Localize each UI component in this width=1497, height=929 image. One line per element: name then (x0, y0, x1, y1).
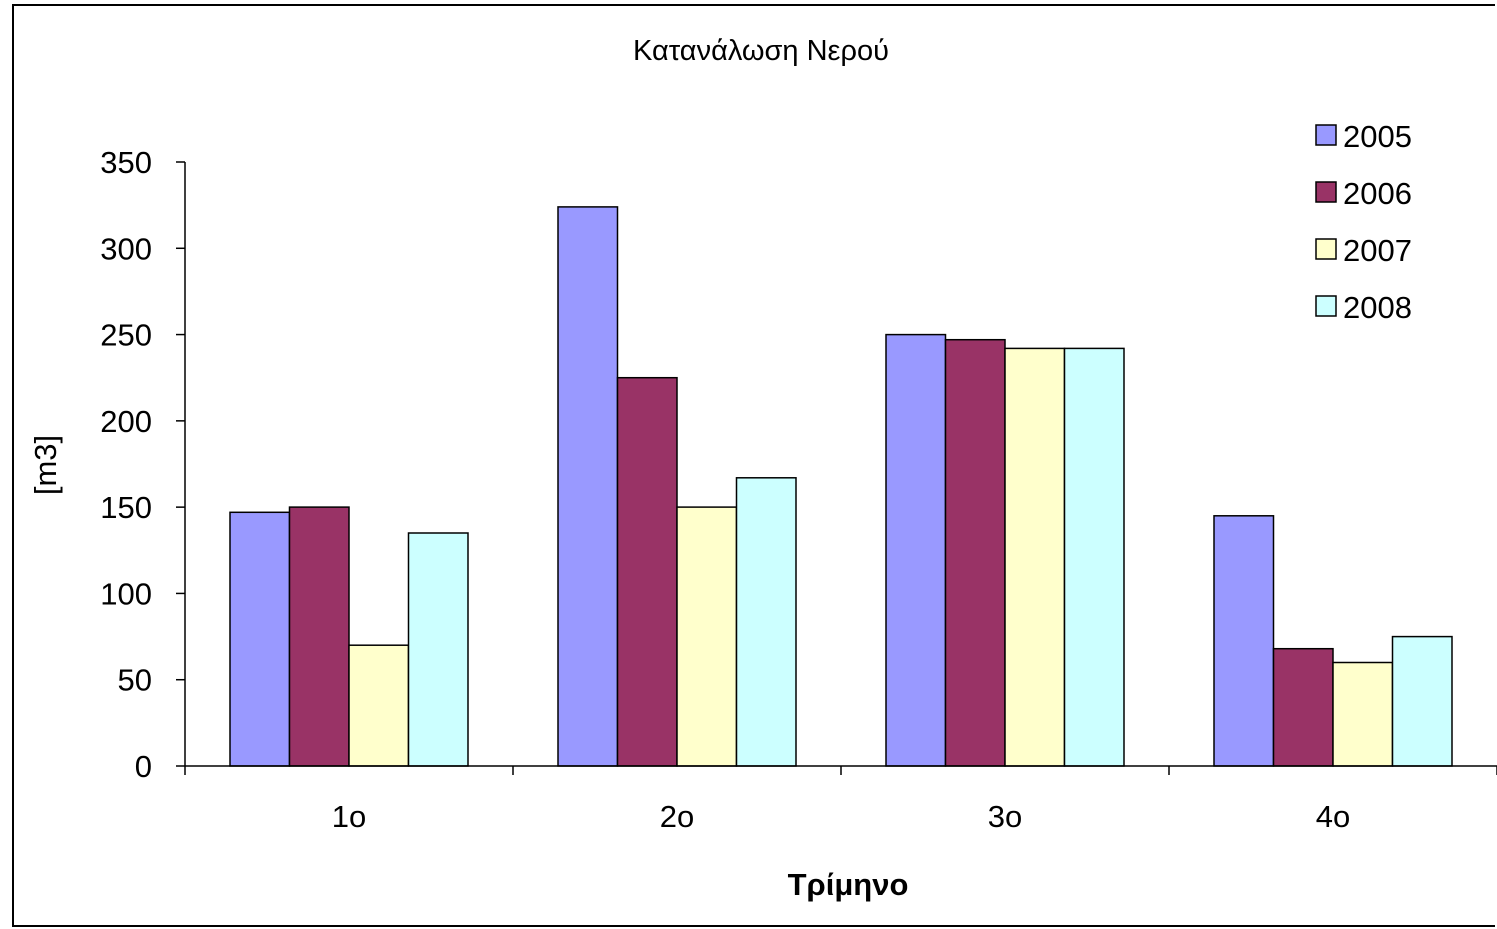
bar-2007-1 (348, 644, 410, 767)
bar-2008-1 (407, 532, 469, 767)
bar-2005-1 (229, 511, 291, 767)
legend-label-2008: 2008 (1343, 290, 1412, 325)
bar-2005-4 (1213, 515, 1275, 767)
bar-2006-4 (1272, 647, 1334, 767)
x-tick-label: 4ο (1316, 799, 1350, 834)
y-tick-label: 0 (135, 749, 152, 784)
bar-2006-3 (944, 338, 1006, 767)
bar-2007-3 (1004, 347, 1066, 767)
axes-layer: 0 50 100 150 200 250 300 350 1ο 2ο 3ο 4ο (100, 145, 1497, 834)
y-axis-title: [m3] (28, 435, 63, 495)
legend-label-2006: 2006 (1343, 176, 1412, 211)
chart-frame (12, 4, 1495, 927)
x-tick-label: 2ο (660, 799, 694, 834)
bar-2005-2 (557, 206, 619, 767)
y-tick-label: 300 (100, 231, 152, 266)
bar-2008-3 (1063, 347, 1125, 767)
y-tick-label: 150 (100, 490, 152, 525)
x-axis-title: Τρίμηνο (788, 867, 909, 902)
y-tick-label: 50 (118, 663, 152, 698)
bar-2005-3 (885, 333, 947, 767)
legend-label-2007: 2007 (1343, 233, 1412, 268)
y-tick-label: 100 (100, 576, 152, 611)
bar-2008-2 (735, 477, 797, 767)
x-tick-label: 3ο (988, 799, 1022, 834)
legend-swatch-2005 (1315, 124, 1337, 146)
legend-swatch-2008 (1315, 295, 1337, 317)
bars-layer (229, 206, 1453, 767)
y-tick-label: 250 (100, 318, 152, 353)
bar-2007-4 (1332, 661, 1394, 767)
legend: 2005 2006 2007 2008 (1315, 119, 1412, 325)
bar-2008-4 (1391, 635, 1453, 767)
y-tick-label: 350 (100, 145, 152, 180)
bar-2007-2 (676, 506, 738, 767)
y-tick-label: 200 (100, 404, 152, 439)
legend-swatch-2006 (1315, 181, 1337, 203)
legend-label-2005: 2005 (1343, 119, 1412, 154)
legend-swatch-2007 (1315, 238, 1337, 260)
chart-title: Κατανάλωση Νερού (633, 35, 889, 67)
bar-2006-1 (288, 506, 350, 767)
x-tick-label: 1ο (332, 799, 366, 834)
bar-2006-2 (616, 376, 678, 767)
